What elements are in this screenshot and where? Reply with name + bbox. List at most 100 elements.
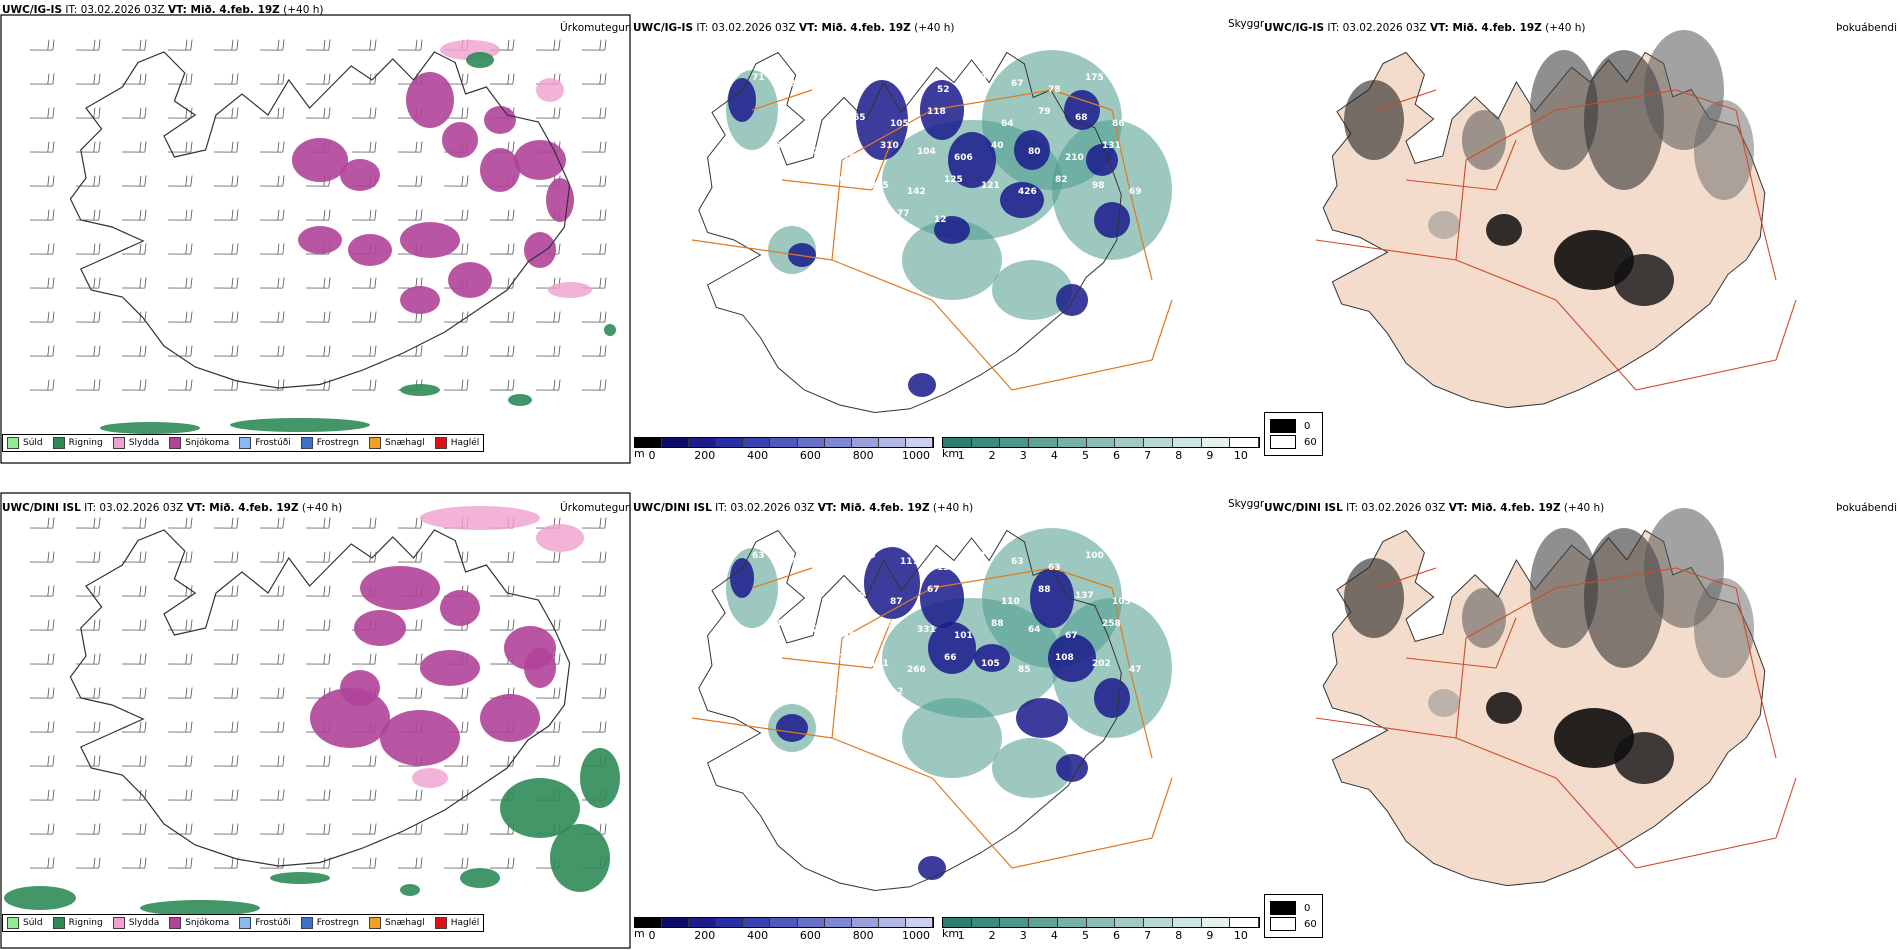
wind-barb xyxy=(443,687,469,699)
wind-barb xyxy=(305,619,331,631)
precip-area xyxy=(100,422,200,434)
wind-barb xyxy=(29,311,55,323)
colorbar-tick: 600 xyxy=(799,929,821,942)
colorbar-tick: 200 xyxy=(694,449,716,462)
wind-barb xyxy=(213,789,239,801)
ceiling-label: 12 xyxy=(934,215,947,225)
wind-barb xyxy=(121,653,147,665)
wind-barb xyxy=(259,755,285,767)
colorbar-segment xyxy=(1115,918,1145,927)
legend-label: Slydda xyxy=(128,438,160,448)
header-bottom-vis: UWC/DINI ISL IT: 03.02.2026 03Z VT: Mið.… xyxy=(633,502,974,514)
legend-swatch xyxy=(112,437,125,449)
road xyxy=(1315,239,1457,261)
legend-label: Frostúði xyxy=(255,918,291,928)
legend-item: Snjókoma xyxy=(169,917,229,929)
colorbar-segment xyxy=(1057,918,1087,927)
colorbar-segment xyxy=(851,438,879,447)
wind-barb xyxy=(75,141,101,153)
ceiling-label: 138 xyxy=(937,563,956,573)
road xyxy=(1465,587,1557,639)
wind-barb xyxy=(213,653,239,665)
road xyxy=(1455,737,1557,779)
wind-barb xyxy=(259,857,285,869)
precip-area xyxy=(420,650,480,686)
wind-barb xyxy=(351,277,377,289)
wind-barb xyxy=(121,721,147,733)
colorbar-segment xyxy=(662,438,690,447)
ceiling-label: 2 xyxy=(897,687,903,697)
wind-barb xyxy=(581,107,607,119)
precip-map-bottom xyxy=(0,492,631,949)
ceiling-label: 121 xyxy=(981,181,1000,191)
wind-barb xyxy=(121,857,147,869)
wind-barb xyxy=(259,39,285,51)
wind-barb xyxy=(75,209,101,221)
fog-key-bottom: 0 60 xyxy=(1264,894,1323,938)
fog-area xyxy=(1344,558,1404,638)
low-ceiling-area xyxy=(776,714,808,742)
legend-swatch xyxy=(52,917,65,929)
legend-label: Súld xyxy=(23,438,43,448)
fog-key-row: 0 xyxy=(1270,901,1317,915)
ceiling-label: 266 xyxy=(907,665,926,675)
wind-barb xyxy=(443,345,469,357)
ceiling-label: 73 xyxy=(769,141,782,151)
wind-barb xyxy=(259,687,285,699)
wind-barb xyxy=(29,755,55,767)
precip-area xyxy=(400,222,460,258)
wind-barb xyxy=(121,823,147,835)
ceiling-label: 96 xyxy=(816,107,829,117)
vis-unit-top: km xyxy=(942,447,960,460)
colorbar-tick: 400 xyxy=(747,449,769,462)
fog-area xyxy=(1530,528,1598,648)
wind-barb xyxy=(581,585,607,597)
wind-barb xyxy=(167,209,193,221)
colorbar-tick: 2 xyxy=(988,929,996,942)
wind-barb xyxy=(581,175,607,187)
precip-area xyxy=(460,868,500,888)
wind-barb xyxy=(29,243,55,255)
colorbar-segment xyxy=(689,918,717,927)
wind-barb xyxy=(259,619,285,631)
colorbar-segment xyxy=(662,918,690,927)
wind-barb xyxy=(121,379,147,391)
legend-swatch xyxy=(434,917,447,929)
wind-barb xyxy=(259,175,285,187)
legend-swatch xyxy=(7,437,19,449)
wind-barb xyxy=(305,277,331,289)
ceiling-label: 71 xyxy=(752,73,765,83)
wind-barb xyxy=(581,243,607,255)
road xyxy=(1051,567,1113,589)
vis-map-bottom: 63 75 59 70 117 138 61 63 63 100 89 28 98 49 87 67 78 110… xyxy=(691,528,1173,892)
fog-key-swatch xyxy=(1270,917,1296,931)
ceiling-label: 258 xyxy=(1102,619,1121,629)
colorbar-tick: 9 xyxy=(1206,449,1214,462)
wind-barb xyxy=(29,517,55,529)
wind-barb xyxy=(535,379,561,391)
ceiling-colorbar-top: 0 200 400 600 800 1000 xyxy=(634,437,934,462)
precip-area xyxy=(298,226,342,254)
precip-legend-top: Súld Rigning Slydda Snjókoma Frostúði Frostre… xyxy=(2,434,485,452)
wind-barb xyxy=(167,243,193,255)
low-ceiling-area xyxy=(730,558,754,598)
wind-barb xyxy=(29,585,55,597)
road xyxy=(781,179,873,191)
fog-key-swatch xyxy=(1270,435,1296,449)
colorbar-tick: 10 xyxy=(1233,449,1248,462)
colorbar-tick: 0 xyxy=(648,449,656,462)
road xyxy=(1635,359,1777,391)
legend-item: Haglél xyxy=(434,437,479,449)
colorbar-segment xyxy=(851,918,879,927)
wind-barb xyxy=(29,857,55,869)
legend-swatch xyxy=(300,917,313,929)
ceiling-label: 101 xyxy=(954,631,973,641)
ceiling-label: 52 xyxy=(937,85,950,95)
wind-barb xyxy=(259,721,285,733)
colorbar-segment xyxy=(1230,918,1260,927)
legend-item: Súld xyxy=(7,437,43,449)
wind-barb xyxy=(121,585,147,597)
wind-barb xyxy=(259,789,285,801)
road xyxy=(781,657,873,669)
legend-label: Haglél xyxy=(450,918,480,928)
